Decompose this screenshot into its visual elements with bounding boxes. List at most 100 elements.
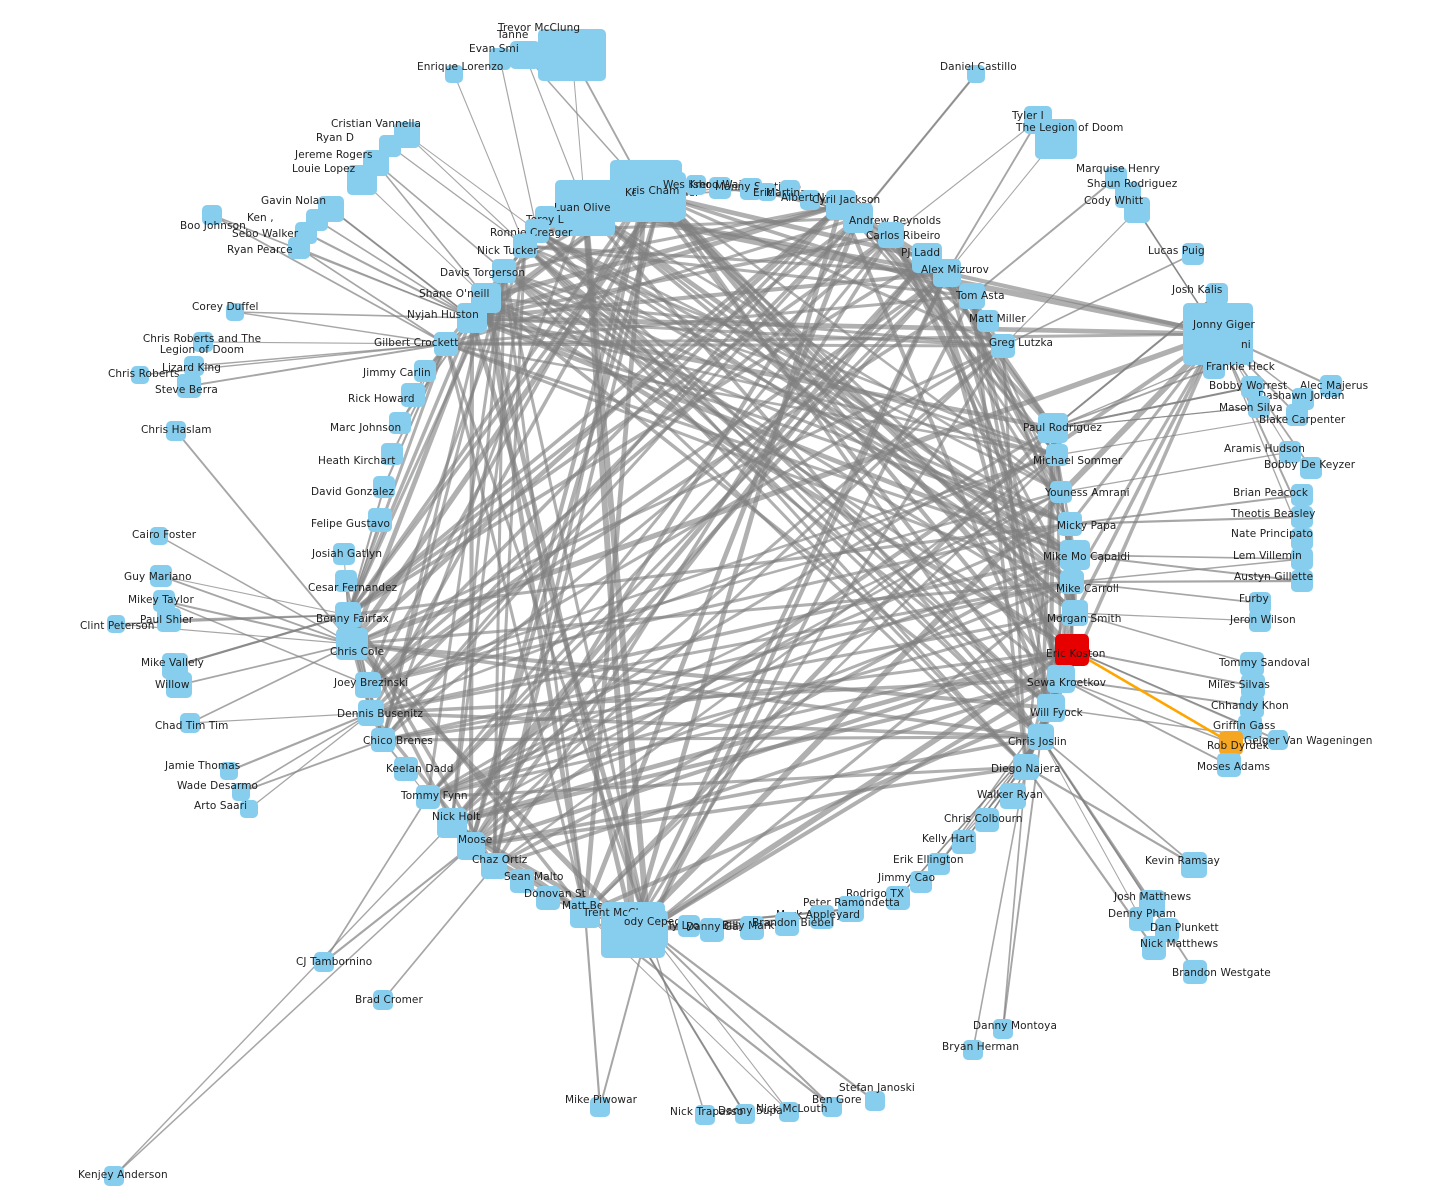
graph-node[interactable]: [373, 476, 395, 498]
graph-node[interactable]: [843, 203, 873, 233]
graph-node[interactable]: [1203, 357, 1225, 379]
graph-node[interactable]: [1183, 960, 1207, 984]
graph-node[interactable]: [678, 915, 700, 937]
graph-node[interactable]: [288, 237, 310, 259]
graph-node[interactable]: [166, 672, 192, 698]
graph-node[interactable]: [1035, 119, 1077, 159]
graph-node[interactable]: [1291, 548, 1313, 570]
graph-node[interactable]: [865, 1091, 885, 1111]
graph-node[interactable]: [220, 762, 238, 780]
graph-node[interactable]: [373, 990, 393, 1010]
graph-node[interactable]: [371, 728, 395, 752]
graph-node[interactable]: [735, 1104, 755, 1124]
graph-node[interactable]: [1062, 600, 1088, 626]
graph-node[interactable]: [636, 172, 686, 220]
graph-node[interactable]: [1182, 243, 1204, 265]
graph-node[interactable]: [368, 508, 392, 532]
graph-node[interactable]: [1249, 610, 1271, 632]
graph-node[interactable]: [686, 175, 706, 195]
graph-node[interactable]: [1217, 753, 1241, 777]
graph-node[interactable]: [107, 615, 125, 633]
graph-node[interactable]: [695, 1105, 715, 1125]
graph-node[interactable]: [1268, 730, 1288, 750]
graph-node[interactable]: [977, 310, 999, 332]
graph-node[interactable]: [226, 303, 244, 321]
graph-node[interactable]: [157, 608, 181, 632]
graph-node[interactable]: [153, 590, 175, 612]
graph-node[interactable]: [333, 543, 355, 565]
graph-node[interactable]: [709, 177, 731, 199]
graph-node[interactable]: [401, 383, 425, 407]
graph-node[interactable]: [1046, 444, 1068, 466]
graph-node[interactable]: [838, 896, 864, 922]
graph-node[interactable]: [457, 303, 487, 333]
graph-node[interactable]: [335, 602, 361, 628]
graph-node[interactable]: [1291, 506, 1313, 528]
graph-node[interactable]: [590, 1097, 610, 1117]
graph-node[interactable]: [1286, 404, 1308, 426]
graph-node[interactable]: [628, 910, 668, 948]
graph-node[interactable]: [810, 905, 834, 929]
graph-node[interactable]: [1055, 634, 1089, 666]
graph-node[interactable]: [336, 628, 368, 660]
graph-node[interactable]: [963, 1040, 983, 1060]
graph-node[interactable]: [104, 1166, 124, 1186]
graph-node[interactable]: [445, 65, 463, 83]
graph-node[interactable]: [1013, 754, 1039, 780]
graph-node[interactable]: [394, 757, 418, 781]
graph-node[interactable]: [775, 912, 799, 936]
graph-node[interactable]: [240, 800, 258, 818]
graph-node[interactable]: [878, 222, 904, 248]
graph-node[interactable]: [1248, 396, 1270, 418]
graph-node[interactable]: [933, 259, 961, 287]
graph-node[interactable]: [1028, 724, 1054, 750]
graph-node[interactable]: [538, 29, 606, 81]
graph-node[interactable]: [536, 886, 560, 910]
graph-node[interactable]: [740, 178, 762, 200]
graph-node[interactable]: [177, 374, 201, 398]
graph-node[interactable]: [1050, 481, 1072, 503]
graph-node[interactable]: [1300, 457, 1322, 479]
graph-node[interactable]: [1038, 413, 1068, 443]
graph-node[interactable]: [952, 830, 976, 854]
graph-node[interactable]: [180, 713, 200, 733]
graph-node[interactable]: [347, 165, 377, 195]
graph-node[interactable]: [1219, 731, 1243, 755]
graph-node[interactable]: [489, 48, 511, 70]
graph-node[interactable]: [1142, 936, 1166, 960]
graph-node[interactable]: [414, 360, 436, 382]
graph-node[interactable]: [166, 421, 186, 441]
graph-node[interactable]: [184, 356, 204, 376]
graph-node[interactable]: [822, 1097, 842, 1117]
graph-node[interactable]: [779, 1102, 799, 1122]
graph-node[interactable]: [131, 366, 149, 384]
graph-node[interactable]: [314, 952, 334, 972]
graph-node[interactable]: [570, 898, 600, 928]
graph-node[interactable]: [510, 869, 534, 893]
graph-node[interactable]: [1291, 570, 1313, 592]
graph-node[interactable]: [1124, 197, 1150, 223]
graph-node[interactable]: [434, 332, 458, 356]
graph-node[interactable]: [1291, 484, 1313, 506]
graph-node[interactable]: [335, 570, 357, 592]
graph-node[interactable]: [355, 672, 381, 698]
graph-node[interactable]: [1240, 652, 1264, 676]
graph-node[interactable]: [416, 785, 440, 809]
graph-node[interactable]: [202, 205, 222, 225]
graph-node[interactable]: [1279, 441, 1301, 463]
graph-node[interactable]: [510, 41, 540, 69]
graph-node[interactable]: [1206, 283, 1228, 305]
graph-node[interactable]: [1291, 528, 1313, 550]
graph-node[interactable]: [1320, 375, 1342, 397]
graph-node[interactable]: [513, 234, 537, 258]
graph-node[interactable]: [1058, 512, 1082, 536]
graph-node[interactable]: [991, 334, 1015, 358]
graph-node[interactable]: [928, 853, 950, 875]
graph-node[interactable]: [381, 443, 403, 465]
graph-node[interactable]: [492, 259, 516, 283]
graph-node[interactable]: [1240, 694, 1264, 718]
graph-node[interactable]: [910, 871, 932, 893]
graph-node[interactable]: [150, 527, 168, 545]
graph-node[interactable]: [389, 412, 411, 434]
